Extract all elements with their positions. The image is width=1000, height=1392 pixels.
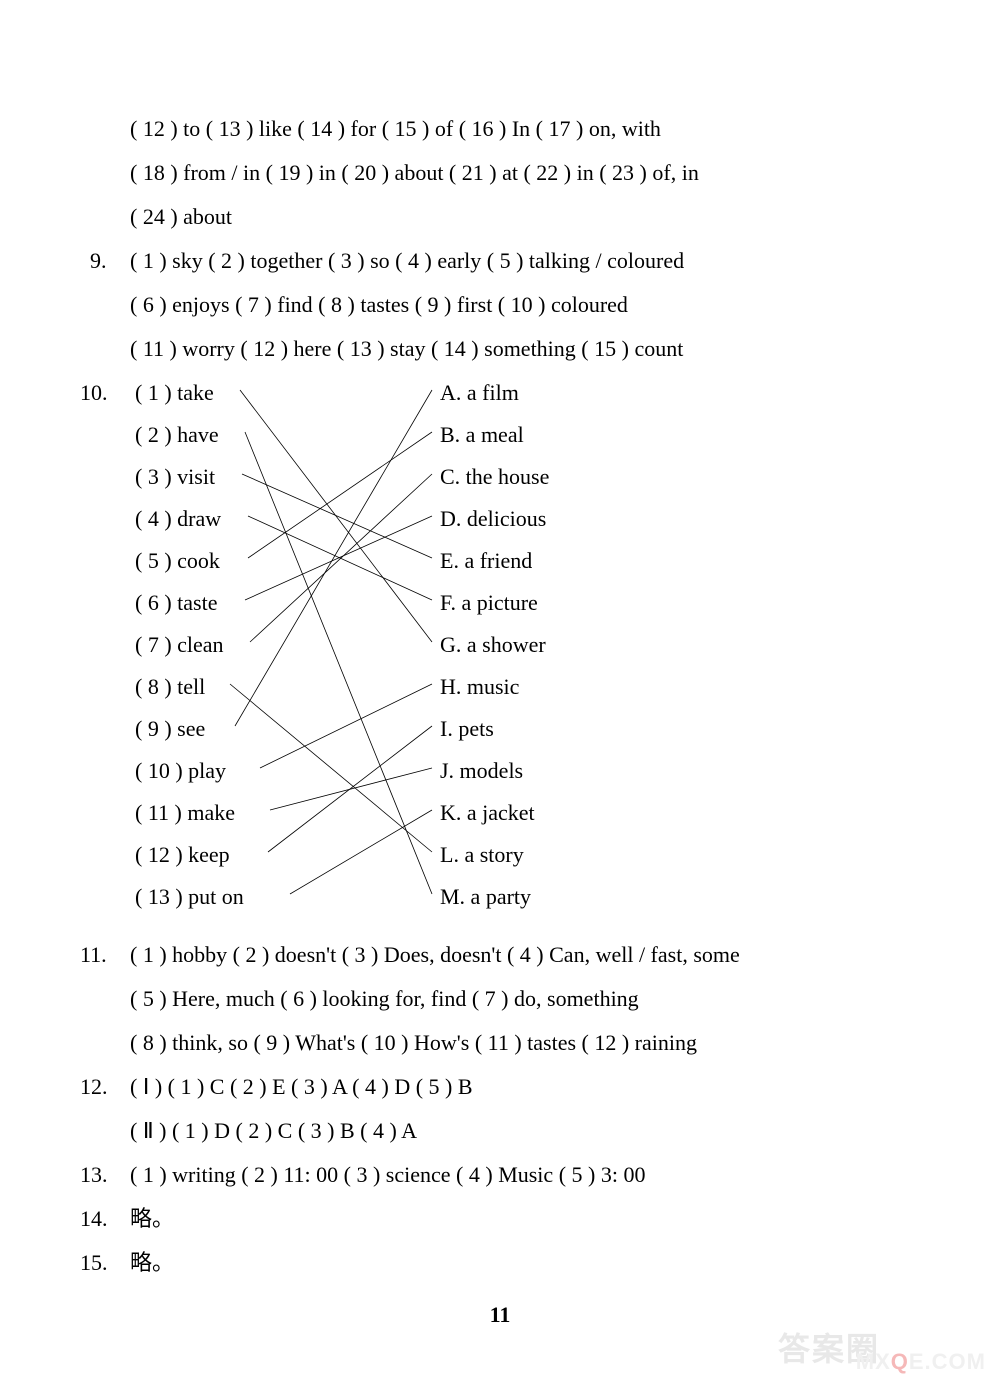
q10-left-6: ( 6 ) taste [135,588,217,619]
q10-right-A: A. a film [440,378,519,409]
q10-left-8: ( 8 ) tell [135,672,205,703]
q15-number: 15. [80,1248,108,1279]
q8-line-12: ( 12 ) to ( 13 ) like ( 14 ) for ( 15 ) … [130,114,661,145]
q10-left-12: ( 12 ) keep [135,840,230,871]
q10-left-7: ( 7 ) clean [135,630,224,661]
q15-text: 略。 [130,1248,174,1279]
q13-number: 13. [80,1160,108,1191]
watermark-mx: MX [856,1349,891,1374]
q10-right-D: D. delicious [440,504,546,535]
q10-right-K: K. a jacket [440,798,535,829]
q10-number: 10. [80,378,108,409]
q9-number: 9. [90,246,107,277]
q10-right-M: M. a party [440,882,531,913]
q9-line-1: ( 1 ) sky ( 2 ) together ( 3 ) so ( 4 ) … [130,246,684,277]
q11-line-3: ( 8 ) think, so ( 9 ) What's ( 10 ) How'… [130,1028,697,1059]
q12-line-2: ( Ⅱ ) ( 1 ) D ( 2 ) C ( 3 ) B ( 4 ) A [130,1116,417,1147]
q10-left-1: ( 1 ) take [135,378,214,409]
q9-line-3: ( 11 ) worry ( 12 ) here ( 13 ) stay ( 1… [130,334,683,365]
q11-line-1: ( 1 ) hobby ( 2 ) doesn't ( 3 ) Does, do… [130,940,740,971]
q10-right-C: C. the house [440,462,549,493]
page-number: 11 [0,1300,1000,1331]
watermark-q: Q [891,1349,909,1374]
page: ( 12 ) to ( 13 ) like ( 14 ) for ( 15 ) … [0,0,1000,1392]
q10-right-F: F. a picture [440,588,538,619]
q14-text: 略。 [130,1204,174,1235]
q10-left-2: ( 2 ) have [135,420,219,451]
q10-left-9: ( 9 ) see [135,714,205,745]
q10-right-I: I. pets [440,714,494,745]
q13-text: ( 1 ) writing ( 2 ) 11: 00 ( 3 ) science… [130,1160,645,1191]
q10-right-H: H. music [440,672,519,703]
q9-line-2: ( 6 ) enjoys ( 7 ) find ( 8 ) tastes ( 9… [130,290,628,321]
q10-left-10: ( 10 ) play [135,756,226,787]
q10-left-5: ( 5 ) cook [135,546,220,577]
watermark-ecom: E.COM [909,1349,986,1374]
q10-left-13: ( 13 ) put on [135,882,244,913]
q8-line-24: ( 24 ) about [130,202,232,233]
q10-left-3: ( 3 ) visit [135,462,215,493]
q10-left-11: ( 11 ) make [135,798,235,829]
q10-right-J: J. models [440,756,523,787]
q10-right-G: G. a shower [440,630,546,661]
q10-right-B: B. a meal [440,420,524,451]
q10-right-E: E. a friend [440,546,532,577]
watermark-mxqe: MXQE.COM [856,1347,986,1378]
q12-line-1: ( Ⅰ ) ( 1 ) C ( 2 ) E ( 3 ) A ( 4 ) D ( … [130,1072,473,1103]
q11-number: 11. [80,940,107,971]
q10-left-4: ( 4 ) draw [135,504,221,535]
q14-number: 14. [80,1204,108,1235]
q12-number: 12. [80,1072,108,1103]
q8-line-18: ( 18 ) from / in ( 19 ) in ( 20 ) about … [130,158,699,189]
q11-line-2: ( 5 ) Here, much ( 6 ) looking for, find… [130,984,639,1015]
q10-right-L: L. a story [440,840,524,871]
